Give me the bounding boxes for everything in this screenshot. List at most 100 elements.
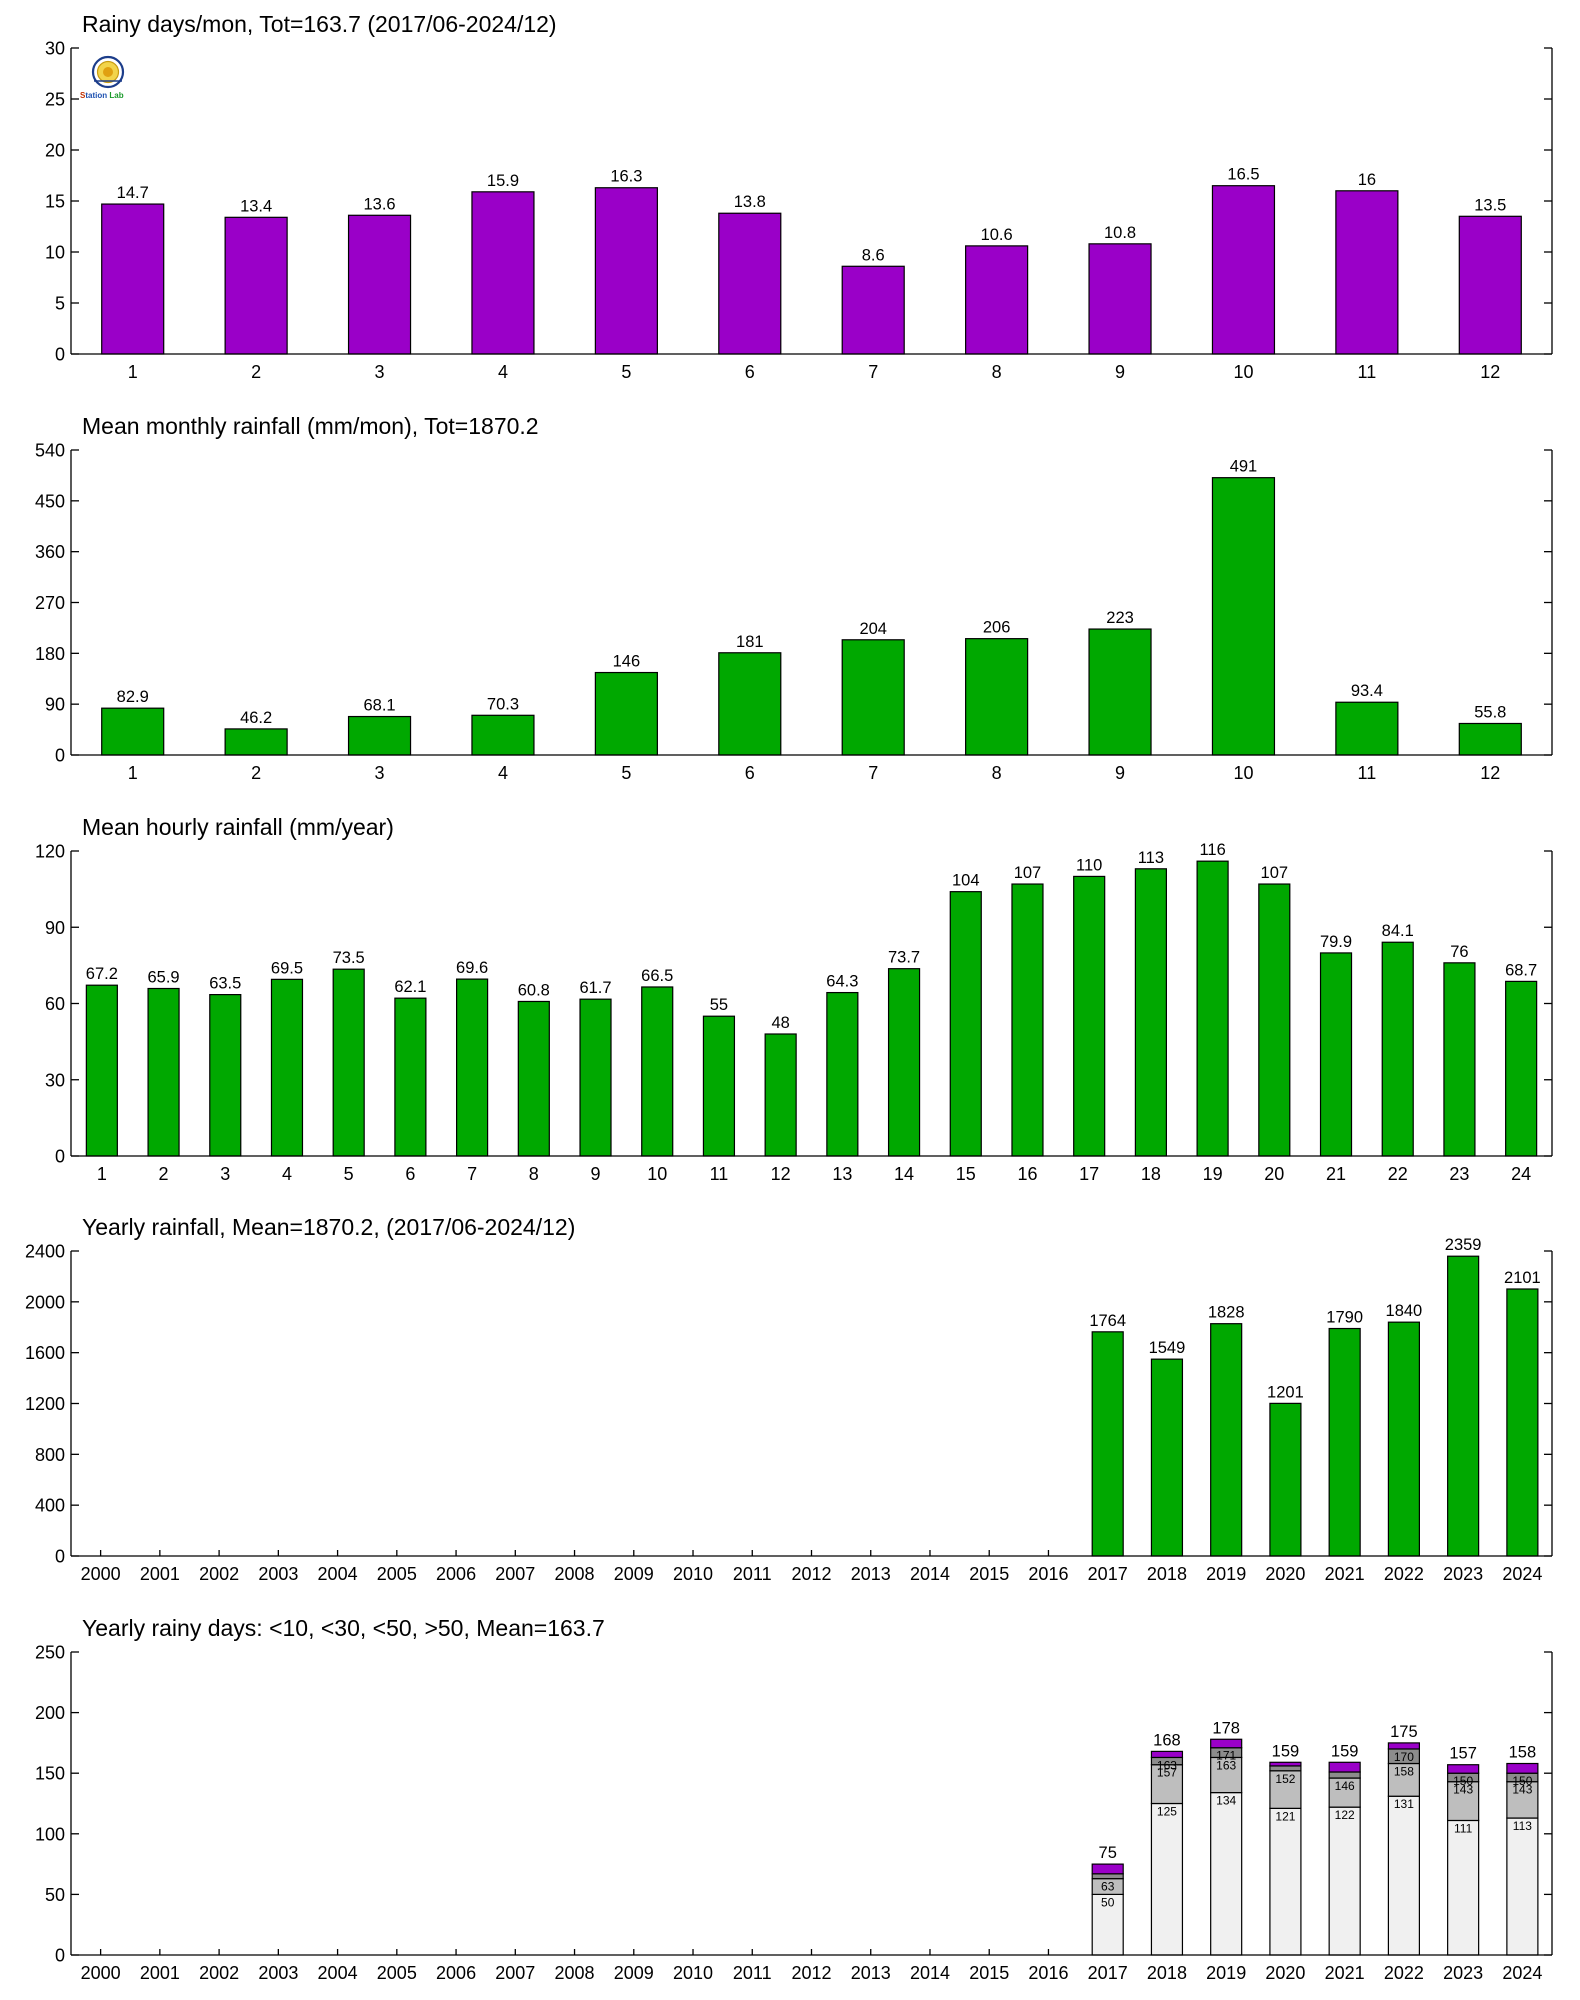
y-tick-label: 5 bbox=[55, 294, 65, 314]
x-tick-label: 5 bbox=[344, 1164, 354, 1184]
x-tick-label: 2013 bbox=[851, 1564, 891, 1584]
stack-segment-2021-3 bbox=[1328, 1761, 1361, 1773]
x-tick-label: 21 bbox=[1326, 1164, 1346, 1184]
segment-label: 50 bbox=[1101, 1895, 1115, 1909]
x-tick-label: 2000 bbox=[81, 1963, 121, 1983]
x-tick-label: 2003 bbox=[258, 1564, 298, 1584]
x-tick-label: 2012 bbox=[791, 1564, 831, 1584]
bar-9 bbox=[1088, 243, 1152, 355]
x-tick-label: 9 bbox=[591, 1164, 601, 1184]
x-tick-label: 19 bbox=[1203, 1164, 1223, 1184]
x-tick-label: 2001 bbox=[140, 1564, 180, 1584]
total-label: 178 bbox=[1212, 1719, 1240, 1737]
data-label: 61.7 bbox=[579, 979, 611, 997]
x-tick-label: 4 bbox=[498, 763, 508, 783]
bar-5 bbox=[594, 671, 658, 756]
chart-panel-4: Yearly rainfall, Mean=1870.2, (2017/06-2… bbox=[25, 1214, 1553, 1584]
x-tick-label: 2015 bbox=[969, 1564, 1009, 1584]
stack-segment-2023-0 bbox=[1447, 1819, 1480, 1956]
bar-2021 bbox=[1328, 1327, 1361, 1557]
y-tick-label: 25 bbox=[45, 90, 65, 110]
bar-21 bbox=[1319, 952, 1353, 1157]
x-tick-label: 2006 bbox=[436, 1564, 476, 1584]
x-tick-label: 2015 bbox=[969, 1963, 1009, 1983]
x-tick-label: 8 bbox=[529, 1164, 539, 1184]
stack-segment-2019-0 bbox=[1210, 1791, 1243, 1956]
segment-label: 152 bbox=[1275, 1772, 1295, 1786]
x-tick-label: 12 bbox=[771, 1164, 791, 1184]
bar-4 bbox=[270, 978, 304, 1157]
x-tick-label: 17 bbox=[1079, 1164, 1099, 1184]
data-label: 67.2 bbox=[86, 965, 118, 983]
x-tick-label: 2022 bbox=[1384, 1963, 1424, 1983]
bar-4 bbox=[471, 191, 535, 355]
chart-title: Rainy days/mon, Tot=163.7 (2017/06-2024/… bbox=[82, 11, 557, 37]
data-label: 10.6 bbox=[981, 226, 1013, 244]
y-tick-label: 0 bbox=[55, 345, 65, 365]
y-tick-label: 30 bbox=[45, 39, 65, 59]
x-tick-label: 2002 bbox=[199, 1963, 239, 1983]
data-label: 223 bbox=[1106, 609, 1134, 627]
x-tick-label: 2009 bbox=[614, 1963, 654, 1983]
x-tick-label: 2016 bbox=[1028, 1963, 1068, 1983]
data-label: 1828 bbox=[1208, 1304, 1245, 1322]
x-tick-label: 2002 bbox=[199, 1564, 239, 1584]
data-label: 55 bbox=[710, 996, 728, 1014]
x-tick-label: 2019 bbox=[1206, 1963, 1246, 1983]
chart-title: Yearly rainy days: <10, <30, <50, >50, M… bbox=[82, 1615, 605, 1641]
bar-2 bbox=[147, 987, 180, 1157]
stack-segment-2020-2 bbox=[1269, 1765, 1302, 1772]
data-label: 181 bbox=[736, 633, 764, 651]
total-label: 175 bbox=[1390, 1723, 1418, 1741]
total-label: 158 bbox=[1509, 1744, 1537, 1762]
weather-station-logo: Station Lab bbox=[78, 54, 150, 106]
x-tick-label: 7 bbox=[868, 763, 878, 783]
segment-label: 122 bbox=[1335, 1808, 1355, 1822]
x-tick-label: 11 bbox=[1358, 763, 1377, 783]
x-tick-label: 2019 bbox=[1206, 1564, 1246, 1584]
segment-label: 143 bbox=[1453, 1783, 1473, 1797]
data-label: 55.8 bbox=[1474, 703, 1506, 721]
x-tick-label: 14 bbox=[894, 1164, 914, 1184]
y-tick-label: 2000 bbox=[25, 1292, 65, 1312]
bar-1 bbox=[101, 203, 165, 355]
x-tick-label: 2017 bbox=[1088, 1564, 1128, 1584]
y-tick-label: 20 bbox=[45, 141, 65, 161]
x-tick-label: 12 bbox=[1480, 763, 1500, 783]
x-tick-label: 1 bbox=[128, 362, 138, 382]
data-label: 60.8 bbox=[518, 981, 550, 999]
x-tick-label: 3 bbox=[375, 763, 385, 783]
segment-label: 170 bbox=[1394, 1750, 1414, 1764]
data-label: 107 bbox=[1014, 864, 1042, 882]
bar-2018 bbox=[1150, 1358, 1184, 1557]
bar-2 bbox=[224, 728, 288, 756]
stack-segment-2022-3 bbox=[1387, 1742, 1421, 1750]
x-tick-label: 15 bbox=[956, 1164, 976, 1184]
data-label: 1764 bbox=[1089, 1312, 1126, 1330]
stack-segment-2022-1 bbox=[1387, 1762, 1421, 1797]
bar-11 bbox=[1335, 701, 1399, 756]
bar-1 bbox=[85, 984, 118, 1157]
x-tick-label: 2020 bbox=[1265, 1564, 1305, 1584]
x-tick-label: 10 bbox=[1233, 362, 1253, 382]
y-tick-label: 360 bbox=[35, 542, 65, 562]
x-tick-label: 20 bbox=[1264, 1164, 1284, 1184]
x-tick-label: 2009 bbox=[614, 1564, 654, 1584]
data-label: 64.3 bbox=[826, 973, 858, 991]
y-tick-label: 180 bbox=[35, 644, 65, 664]
data-label: 76 bbox=[1450, 943, 1468, 961]
bar-7 bbox=[841, 639, 905, 756]
y-tick-label: 90 bbox=[45, 695, 65, 715]
bar-4 bbox=[471, 714, 535, 756]
x-tick-label: 2010 bbox=[673, 1564, 713, 1584]
segment-label: 125 bbox=[1157, 1805, 1177, 1819]
data-label: 79.9 bbox=[1320, 933, 1352, 951]
y-tick-label: 120 bbox=[35, 842, 65, 862]
data-label: 1201 bbox=[1267, 1383, 1304, 1401]
bar-8 bbox=[965, 245, 1029, 355]
x-tick-label: 6 bbox=[405, 1164, 415, 1184]
x-tick-label: 5 bbox=[621, 362, 631, 382]
x-tick-label: 2005 bbox=[377, 1564, 417, 1584]
stack-segment-2019-3 bbox=[1210, 1738, 1243, 1749]
